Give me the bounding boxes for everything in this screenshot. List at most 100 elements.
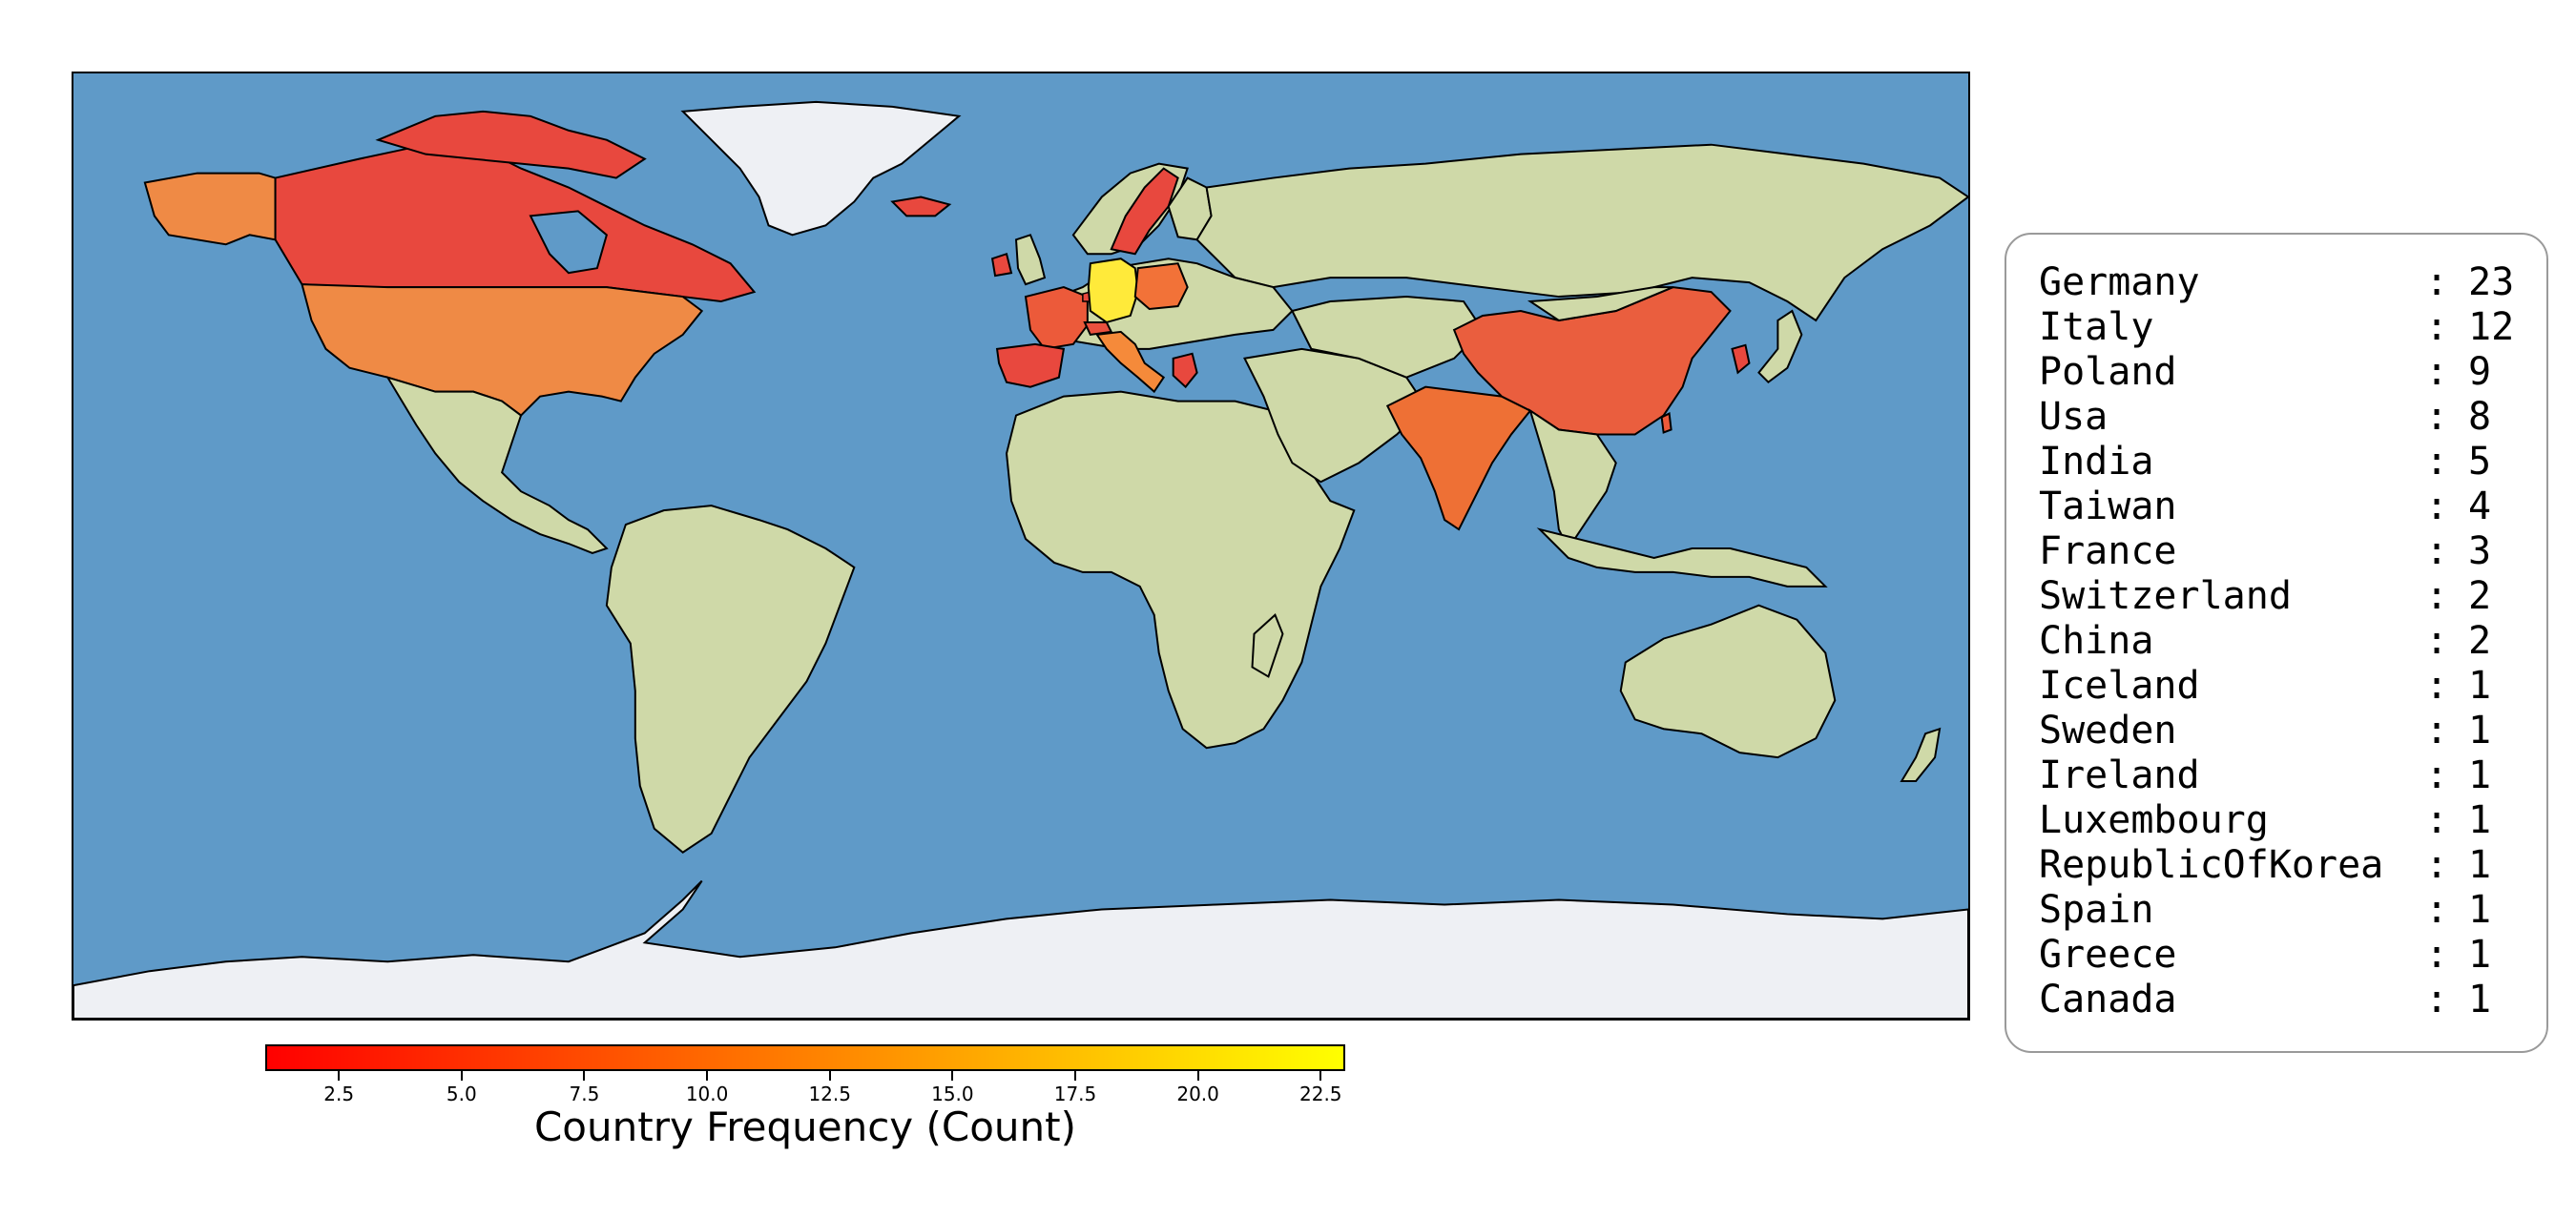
colorbar-tick-mark bbox=[1196, 1071, 1199, 1081]
colorbar-tick-mark bbox=[583, 1071, 586, 1081]
legend-count-value: 12 bbox=[2468, 305, 2515, 349]
legend-separator: : bbox=[2425, 888, 2449, 932]
colorbar-tick-label: 17.5 bbox=[1053, 1083, 1097, 1105]
colorbar-tick-mark bbox=[338, 1071, 341, 1081]
canada-islands bbox=[375, 110, 647, 179]
legend-row: France:3 bbox=[2039, 529, 2535, 574]
united-kingdom bbox=[1014, 234, 1047, 286]
legend-count-value: 2 bbox=[2468, 619, 2492, 663]
legend-country-name: China bbox=[2039, 619, 2154, 663]
iceland bbox=[890, 196, 952, 217]
legend-row: Sweden:1 bbox=[2039, 709, 2535, 753]
colorbar-tick-label: 12.5 bbox=[808, 1083, 851, 1105]
mexico bbox=[385, 376, 609, 555]
legend-count-value: 1 bbox=[2468, 888, 2492, 932]
legend-row: Luxembourg:1 bbox=[2039, 798, 2535, 843]
legend-row: India:5 bbox=[2039, 440, 2535, 485]
legend-separator: : bbox=[2425, 485, 2449, 528]
legend-separator: : bbox=[2425, 260, 2449, 304]
legend-country-name: Iceland bbox=[2039, 664, 2200, 708]
legend-row: Iceland:1 bbox=[2039, 664, 2535, 709]
legend-country-name: Italy bbox=[2039, 305, 2154, 349]
legend-country-name: Usa bbox=[2039, 395, 2109, 439]
taiwan bbox=[1660, 412, 1672, 434]
legend-separator: : bbox=[2425, 978, 2449, 1021]
colorbar-tick-mark bbox=[1319, 1071, 1322, 1081]
switzerland bbox=[1083, 320, 1113, 336]
legend-country-name: Taiwan bbox=[2039, 485, 2177, 528]
legend-separator: : bbox=[2425, 798, 2449, 842]
greenland bbox=[680, 100, 962, 237]
legend-count-value: 2 bbox=[2468, 574, 2492, 618]
legend-row: Greece:1 bbox=[2039, 933, 2535, 978]
indonesia bbox=[1536, 527, 1828, 588]
colorbar-tick-label: 7.5 bbox=[569, 1083, 600, 1105]
legend-separator: : bbox=[2425, 619, 2449, 663]
germany bbox=[1087, 258, 1139, 324]
ireland bbox=[990, 252, 1013, 278]
legend-country-name: France bbox=[2039, 529, 2177, 573]
legend-count-value: 1 bbox=[2468, 933, 2492, 977]
colorbar-tick-mark bbox=[460, 1071, 463, 1081]
legend-country-name: Spain bbox=[2039, 888, 2154, 932]
legend-count-value: 23 bbox=[2468, 260, 2515, 304]
legend-country-name: Greece bbox=[2039, 933, 2177, 977]
legend-country-name: Canada bbox=[2039, 978, 2177, 1021]
new-zealand bbox=[1900, 727, 1942, 783]
legend-separator: : bbox=[2425, 753, 2449, 797]
legend-row: RepublicOfKorea:1 bbox=[2039, 843, 2535, 888]
legend-country-name: India bbox=[2039, 440, 2154, 484]
colorbar-tick-label: 10.0 bbox=[685, 1083, 729, 1105]
legend-count-value: 1 bbox=[2468, 753, 2492, 797]
legend-row: Italy:12 bbox=[2039, 305, 2535, 350]
greece bbox=[1172, 352, 1198, 389]
legend-count-value: 5 bbox=[2468, 440, 2492, 484]
legend-row: Taiwan:4 bbox=[2039, 485, 2535, 529]
legend-separator: : bbox=[2425, 395, 2449, 439]
legend-separator: : bbox=[2425, 574, 2449, 618]
legend-count-value: 1 bbox=[2468, 843, 2492, 887]
colorbar-tick-label: 20.0 bbox=[1176, 1083, 1219, 1105]
legend-country-name: RepublicOfKorea bbox=[2039, 843, 2384, 887]
colorbar-tick-label: 15.0 bbox=[931, 1083, 974, 1105]
india bbox=[1385, 385, 1532, 531]
legend-row: China:2 bbox=[2039, 619, 2535, 664]
legend-separator: : bbox=[2425, 350, 2449, 394]
colorbar-tick-mark bbox=[951, 1071, 954, 1081]
colorbar-tick-mark bbox=[706, 1071, 709, 1081]
legend-country-name: Luxembourg bbox=[2039, 798, 2269, 842]
legend-country-name: Switzerland bbox=[2039, 574, 2292, 618]
republic-of-korea bbox=[1731, 343, 1751, 375]
legend-country-name: Germany bbox=[2039, 260, 2200, 304]
colorbar-tick-label: 5.0 bbox=[446, 1083, 477, 1105]
legend-separator: : bbox=[2425, 529, 2449, 573]
country-count-legend: Germany:23 Italy:12 Poland:9 Usa:8 India:5 Ta… bbox=[2005, 233, 2548, 1053]
japan bbox=[1757, 309, 1803, 384]
legend-row: Ireland:1 bbox=[2039, 753, 2535, 798]
legend-count-value: 1 bbox=[2468, 664, 2492, 708]
colorbar-tick-label: 22.5 bbox=[1299, 1083, 1342, 1105]
legend-separator: : bbox=[2425, 664, 2449, 708]
southeast-asia bbox=[1528, 408, 1617, 550]
legend-row: Germany:23 bbox=[2039, 260, 2535, 305]
legend-count-value: 9 bbox=[2468, 350, 2492, 394]
legend-count-value: 8 bbox=[2468, 395, 2492, 439]
spain bbox=[995, 342, 1066, 388]
legend-separator: : bbox=[2425, 843, 2449, 887]
legend-separator: : bbox=[2425, 440, 2449, 484]
colorbar-title: Country Frequency (Count) bbox=[533, 1104, 1077, 1150]
south-america bbox=[605, 505, 856, 854]
legend-count-value: 3 bbox=[2468, 529, 2492, 573]
legend-country-name: Ireland bbox=[2039, 753, 2200, 797]
legend-country-name: Poland bbox=[2039, 350, 2177, 394]
legend-row: Canada:1 bbox=[2039, 978, 2535, 1022]
world-map-svg bbox=[73, 73, 1968, 1019]
sweden bbox=[1110, 167, 1179, 256]
legend-row: Switzerland:2 bbox=[2039, 574, 2535, 619]
antarctica bbox=[73, 879, 1968, 1019]
legend-separator: : bbox=[2425, 933, 2449, 977]
legend-country-name: Sweden bbox=[2039, 709, 2177, 753]
legend-row: Spain:1 bbox=[2039, 888, 2535, 933]
world-map bbox=[72, 72, 1970, 1021]
legend-separator: : bbox=[2425, 709, 2449, 753]
